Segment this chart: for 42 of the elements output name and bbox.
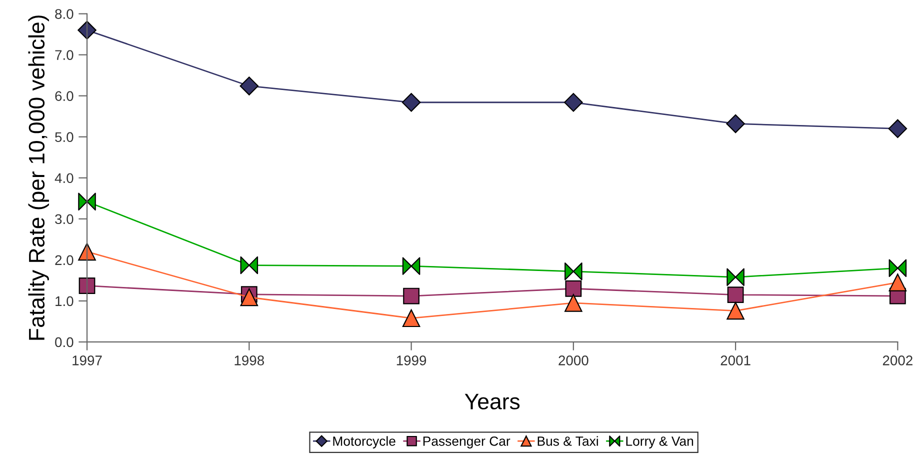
point [888, 274, 907, 292]
point [403, 288, 420, 304]
x-tick-label: 1997 [72, 356, 102, 366]
point [402, 92, 421, 112]
point [888, 259, 907, 277]
legend-label: Bus & Taxi [538, 436, 598, 446]
point [726, 302, 744, 320]
legend-label: Motorcycle [333, 436, 396, 448]
point [888, 119, 908, 138]
y-tick-label: 0.0 [55, 337, 74, 348]
x-tick-label: 1998 [234, 356, 264, 366]
y-tick-label: 8.0 [55, 9, 74, 19]
point [78, 242, 96, 261]
point [240, 288, 258, 306]
x-tick-label: 2000 [558, 356, 588, 366]
y-axis-title: Fatality Rate (per 10,000 vehicle) [28, 16, 49, 340]
point [564, 262, 582, 280]
legend-label: Lorry & Van [626, 436, 694, 448]
point [240, 256, 258, 274]
y-tick-label: 5.0 [55, 132, 74, 142]
point [402, 309, 420, 328]
point [240, 76, 259, 96]
x-tick-label: 1999 [396, 356, 426, 366]
y-tick-label: 3.0 [55, 214, 74, 224]
point [78, 192, 96, 211]
point [402, 257, 420, 275]
point [78, 278, 96, 294]
y-tick-label: 4.0 [54, 173, 74, 184]
legend-label: Passenger Car [423, 436, 510, 448]
point [565, 280, 582, 297]
x-tick-label: 2001 [720, 356, 750, 366]
x-axis-title: Years [464, 394, 520, 410]
point [727, 286, 744, 303]
point [564, 92, 583, 112]
point [726, 268, 744, 286]
point [726, 114, 745, 134]
point [564, 294, 582, 312]
y-tick-label: 7.0 [55, 50, 74, 60]
x-tick-label: 2002 [882, 356, 912, 366]
y-tick-label: 1.0 [56, 296, 74, 306]
y-tick-label: 6.0 [55, 91, 74, 101]
y-tick-label: 2.0 [55, 255, 74, 266]
